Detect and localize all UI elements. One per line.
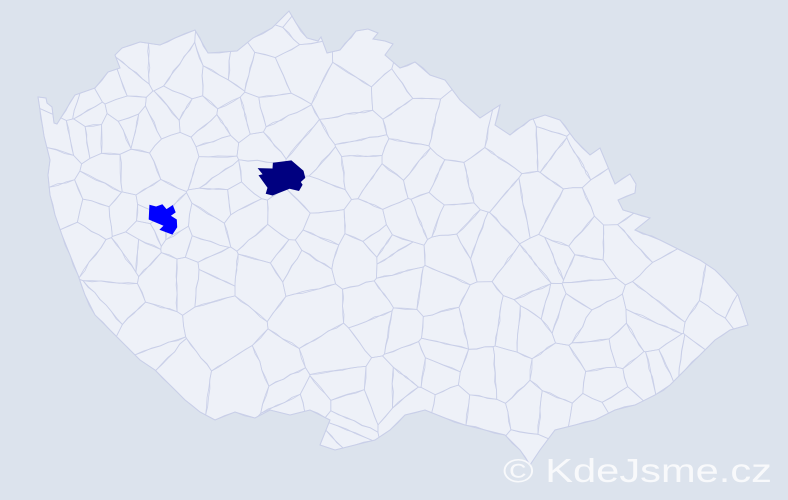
svg-text:© KdeJsme.cz: © KdeJsme.cz [503,452,772,489]
